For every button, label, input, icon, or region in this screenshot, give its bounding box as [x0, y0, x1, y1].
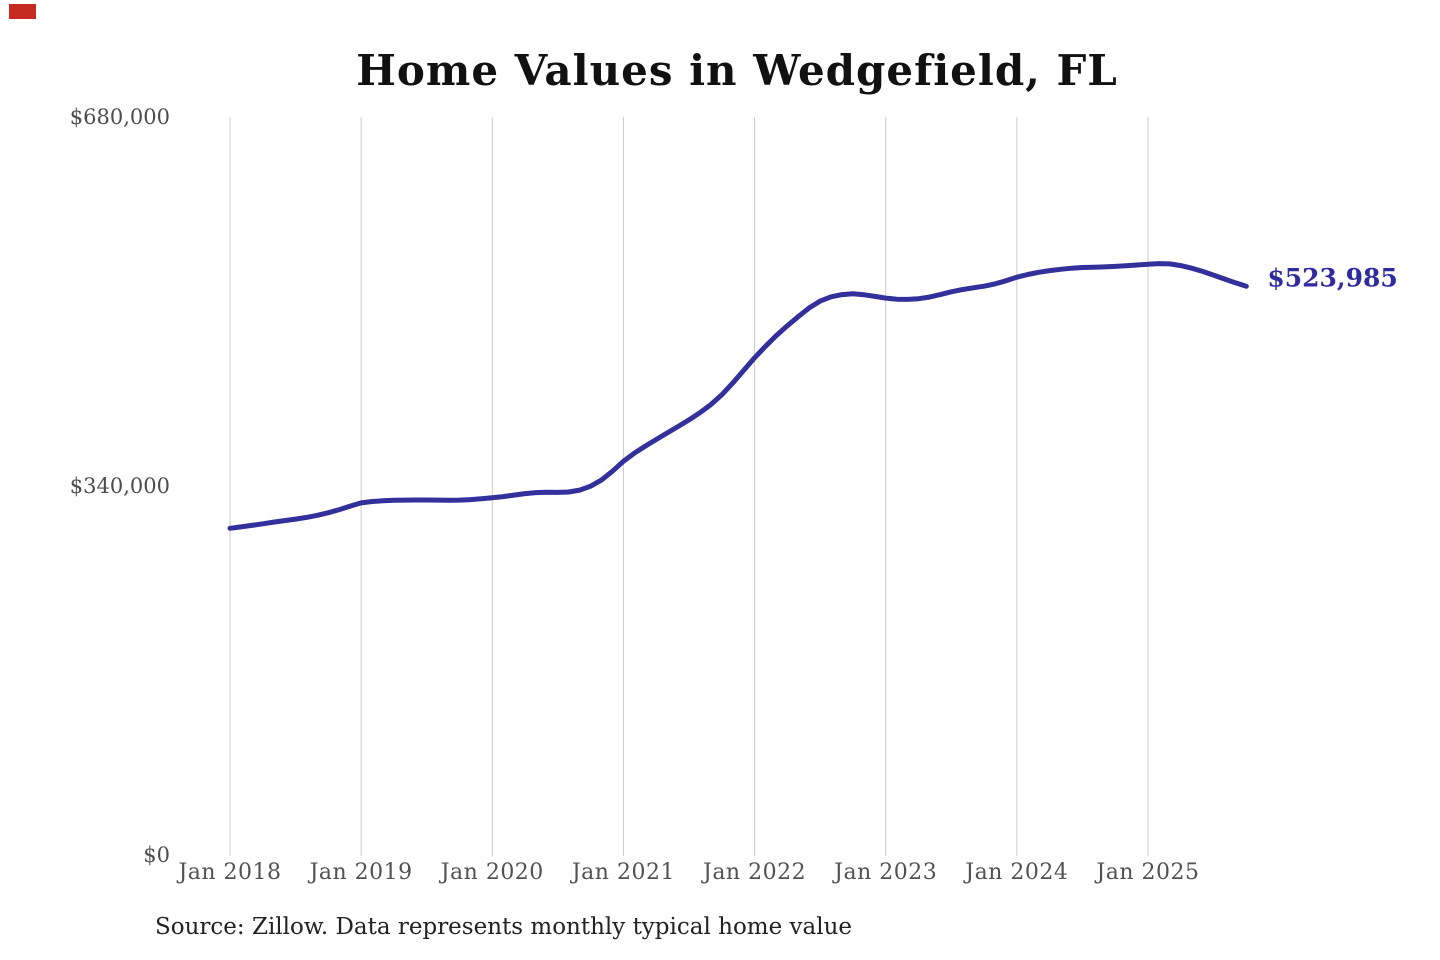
- y-tick-label: $0: [143, 843, 170, 867]
- chart-title: Home Values in Wedgefield, FL: [356, 46, 1118, 95]
- x-tick-label: Jan 2021: [571, 860, 675, 885]
- y-tick-label: $680,000: [69, 105, 170, 129]
- x-tick-label: Jan 2022: [703, 860, 807, 885]
- x-tick-label: Jan 2023: [834, 860, 938, 885]
- latest-value-label: $523,985: [1267, 263, 1398, 293]
- source-note: Source: Zillow. Data represents monthly …: [155, 914, 853, 940]
- x-tick-label: Jan 2020: [440, 860, 544, 885]
- x-tick-label: Jan 2019: [309, 860, 413, 885]
- x-tick-label: Jan 2024: [965, 860, 1069, 885]
- x-tick-label: Jan 2018: [178, 860, 282, 885]
- corner-record-mark: [9, 4, 36, 19]
- vertical-gridlines: [229, 117, 1149, 856]
- y-tick-label: $340,000: [69, 474, 170, 498]
- home-value-line: [227, 261, 1249, 531]
- x-tick-label: Jan 2025: [1096, 860, 1200, 885]
